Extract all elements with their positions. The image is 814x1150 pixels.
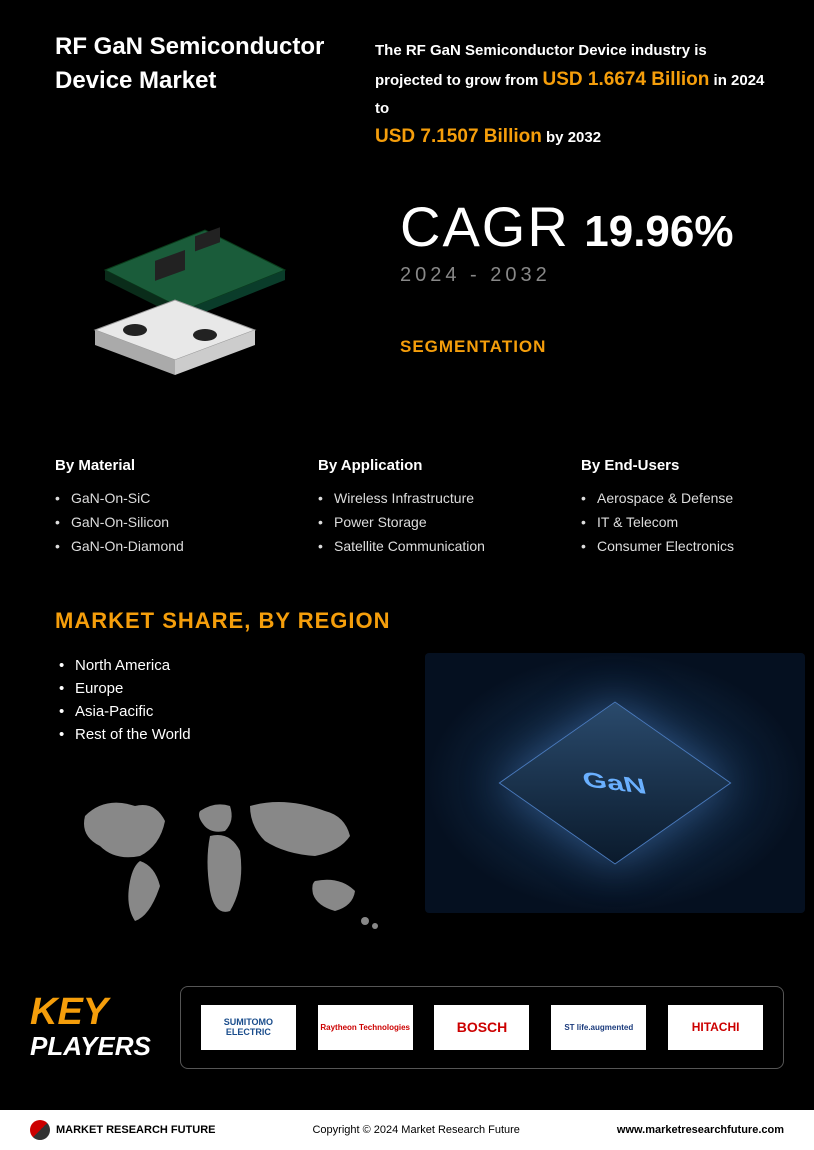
- region-item: North America: [55, 654, 395, 677]
- player-logo-hitachi: HITACHI: [668, 1005, 763, 1050]
- cagr-label: CAGR: [400, 195, 570, 258]
- region-item: Europe: [55, 677, 395, 700]
- chip-label: GaN: [580, 766, 649, 799]
- segment-title: By End-Users: [581, 457, 774, 474]
- players-container: SUMITOMO ELECTRIC Raytheon Technologies …: [180, 986, 784, 1069]
- key-label: KEY: [30, 993, 160, 1031]
- players-label: PLAYERS: [30, 1031, 160, 1062]
- player-logo-sumitomo: SUMITOMO ELECTRIC: [201, 1005, 296, 1050]
- segment-title: By Material: [55, 457, 248, 474]
- segment-material: By Material GaN-On-SiC GaN-On-Silicon Ga…: [55, 457, 248, 558]
- projection-to: USD 7.1507 Billion: [375, 126, 542, 147]
- region-title: MARKET SHARE, BY REGION: [55, 608, 395, 634]
- segment-item: Consumer Electronics: [581, 534, 774, 558]
- footer-copyright: Copyright © 2024 Market Research Future: [312, 1124, 519, 1136]
- region-item: Asia-Pacific: [55, 700, 395, 723]
- segment-application: By Application Wireless Infrastructure P…: [318, 457, 511, 558]
- cagr-period: 2024 - 2032: [400, 264, 774, 287]
- player-logo-bosch: BOSCH: [434, 1005, 529, 1050]
- projection-text: The RF GaN Semiconductor Device industry…: [375, 38, 774, 154]
- brand-name: MARKET RESEARCH FUTURE: [56, 1124, 216, 1136]
- segment-title: By Application: [318, 457, 511, 474]
- footer-website: www.marketresearchfuture.com: [617, 1124, 784, 1136]
- device-illustration: [55, 200, 315, 400]
- player-logo-st: ST life.augmented: [551, 1005, 646, 1050]
- chip-illustration: GaN: [425, 653, 805, 951]
- footer-brand: MARKET RESEARCH FUTURE: [30, 1120, 216, 1140]
- segment-item: Aerospace & Defense: [581, 486, 774, 510]
- market-title: RF GaN Semiconductor Device Market: [55, 30, 335, 97]
- segment-endusers: By End-Users Aerospace & Defense IT & Te…: [581, 457, 774, 558]
- segment-item: GaN-On-Diamond: [55, 534, 248, 558]
- projection-suffix: by 2032: [546, 129, 601, 146]
- segment-item: GaN-On-SiC: [55, 486, 248, 510]
- segment-item: Power Storage: [318, 510, 511, 534]
- world-map-icon: [55, 776, 395, 946]
- projection-from: USD 1.6674 Billion: [543, 69, 710, 90]
- region-item: Rest of the World: [55, 723, 395, 746]
- cagr-value: 19.96%: [584, 207, 733, 256]
- segment-item: Wireless Infrastructure: [318, 486, 511, 510]
- player-logo-raytheon: Raytheon Technologies: [318, 1005, 413, 1050]
- footer: MARKET RESEARCH FUTURE Copyright © 2024 …: [0, 1110, 814, 1150]
- brand-icon: [30, 1120, 50, 1140]
- segment-item: GaN-On-Silicon: [55, 510, 248, 534]
- segment-item: IT & Telecom: [581, 510, 774, 534]
- segment-item: Satellite Communication: [318, 534, 511, 558]
